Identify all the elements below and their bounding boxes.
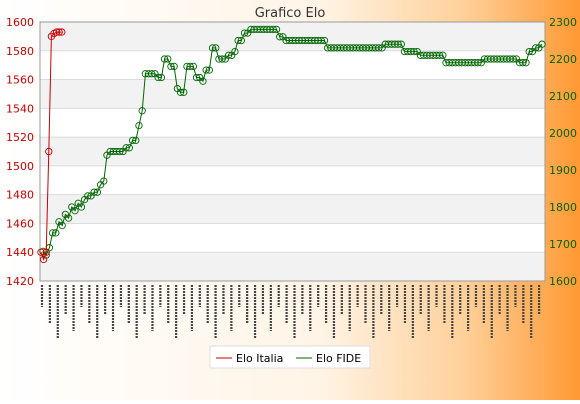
left-axis-tick-label: 1420 (6, 275, 34, 288)
data-point-elo-fide (397, 40, 405, 48)
left-axis-tick-label: 1460 (6, 217, 34, 230)
legend-box (209, 345, 371, 369)
data-point-elo-fide (474, 59, 482, 67)
left-axis-tick-label: 1440 (6, 246, 34, 259)
left-axis-tick-label: 1560 (6, 74, 34, 87)
right-axis-tick-label: 2200 (549, 53, 577, 66)
data-point-elo-italia (39, 255, 48, 264)
data-point-elo-fide (205, 66, 213, 74)
right-axis-tick-label: 1800 (549, 201, 577, 214)
left-axis-tick-label: 1480 (6, 189, 34, 202)
left-axis-tick-label: 1600 (6, 16, 34, 29)
left-axis-tick-label: 1580 (6, 45, 34, 58)
grid-band (40, 137, 545, 166)
data-point-elo-fide (77, 203, 86, 211)
left-axis-tick-label: 1540 (6, 102, 34, 115)
data-point-elo-fide (128, 136, 137, 145)
data-point-elo-fide (394, 40, 402, 48)
data-point-elo-fide (52, 229, 60, 237)
left-axis-tick-label: 1500 (6, 160, 34, 173)
legend-label-elo-fide: Elo FIDE (316, 352, 361, 365)
chart-title: Grafico Elo (255, 6, 326, 21)
data-point-elo-fide (410, 47, 418, 56)
right-axis-tick-label: 1700 (549, 238, 577, 251)
data-point-elo-fide (439, 51, 447, 59)
data-point-elo-fide (224, 51, 233, 59)
data-point-elo-fide (276, 33, 284, 41)
data-point-elo-fide (519, 59, 527, 67)
data-point-elo-fide (435, 51, 444, 59)
data-point-elo-fide (116, 147, 124, 156)
data-point-elo-italia (55, 28, 63, 36)
data-point-elo-fide (64, 214, 73, 222)
right-axis-tick-label: 1900 (549, 164, 577, 177)
data-point-elo-fide (186, 62, 194, 71)
data-point-elo-fide (58, 221, 66, 230)
data-point-elo-fide (525, 47, 533, 56)
data-point-elo-fide (170, 62, 178, 71)
data-point-elo-italia (52, 28, 61, 36)
data-point-elo-fide (272, 25, 281, 34)
right-axis-tick-label: 1600 (549, 275, 577, 288)
data-point-elo-fide (125, 144, 134, 152)
data-point-elo-fide (122, 144, 130, 152)
left-axis-tick-label: 1520 (6, 131, 34, 144)
data-point-elo-italia (42, 248, 50, 256)
data-point-elo-fide (160, 55, 169, 63)
grid-band (40, 252, 545, 281)
data-point-elo-fide (199, 77, 207, 85)
data-point-elo-italia (58, 28, 66, 36)
data-point-elo-fide (176, 88, 185, 96)
data-point-elo-fide (240, 29, 249, 37)
legend: Elo Italia Elo FIDE (209, 345, 371, 369)
data-point-elo-fide (180, 88, 188, 96)
data-point-elo-fide (71, 207, 79, 215)
data-point-elo-fide (135, 121, 143, 130)
data-point-elo-fide (375, 44, 383, 52)
right-axis-tick-label: 2100 (549, 90, 577, 103)
data-point-elo-fide (522, 59, 530, 67)
data-point-elo-fide (100, 177, 108, 185)
data-point-elo-fide (138, 107, 146, 115)
data-point-elo-fide (157, 73, 166, 82)
data-point-elo-fide (531, 44, 540, 52)
data-point-elo-fide (164, 55, 172, 63)
data-point-elo-fide (90, 188, 98, 196)
grid-band (40, 79, 545, 109)
grid-band (40, 194, 545, 224)
data-point-elo-italia (37, 248, 45, 256)
grid-band (40, 22, 545, 51)
right-axis-tick-label: 2000 (549, 127, 577, 140)
data-point-elo-fide (84, 192, 92, 200)
data-point-elo-fide (148, 70, 156, 78)
data-point-elo-fide (231, 47, 239, 56)
data-point-elo-fide (192, 73, 201, 82)
data-point-elo-fide (218, 55, 226, 63)
data-point-elo-italia (45, 147, 53, 156)
data-point-elo-fide (208, 44, 217, 52)
data-point-elo-fide (189, 62, 197, 71)
data-point-elo-fide (538, 40, 546, 48)
data-point-elo-fide (93, 188, 102, 196)
data-point-elo-fide (202, 66, 210, 74)
legend-label-elo-italia: Elo Italia (236, 352, 283, 365)
data-point-elo-fide (167, 62, 175, 71)
data-point-elo-fide (269, 25, 277, 34)
data-point-elo-fide (48, 229, 57, 237)
right-axis-tick-label: 2300 (549, 16, 577, 29)
data-point-elo-fide (132, 136, 140, 145)
data-point-elo-fide (237, 36, 245, 45)
data-point-elo-fide (509, 55, 517, 63)
data-point-elo-fide (320, 36, 329, 45)
data-point-elo-fide (154, 73, 162, 82)
data-point-elo-fide (212, 44, 220, 52)
data-point-elo-fide (234, 36, 242, 45)
data-point-elo-fide (317, 36, 325, 45)
